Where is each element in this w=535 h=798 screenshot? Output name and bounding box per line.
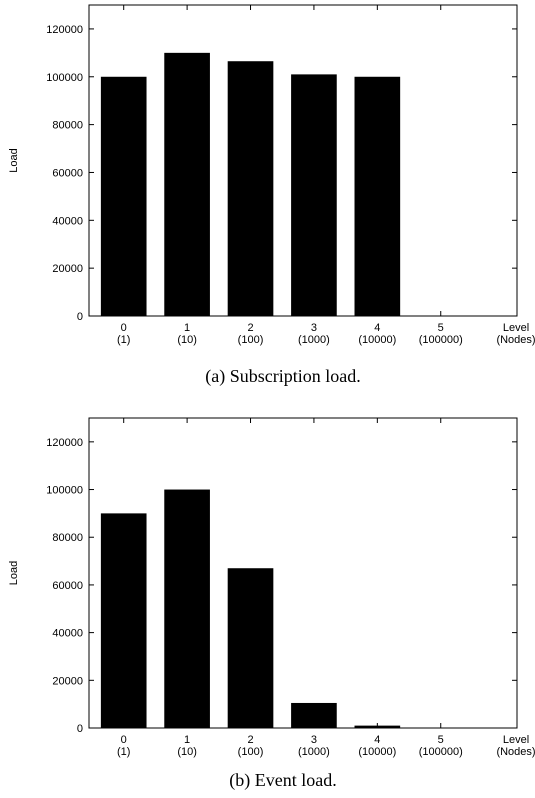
y-tick-label: 60000 bbox=[52, 580, 83, 592]
figure-caption: (b) Event load. bbox=[229, 770, 336, 791]
bar-level-1 bbox=[164, 489, 210, 728]
x-tick-label: 3 bbox=[311, 734, 317, 746]
x-tick-sublabel: (1) bbox=[117, 746, 130, 758]
figure-caption: (a) Subscription load. bbox=[205, 366, 360, 387]
subscription-load-chart: 0200004000060000800001000001200000(1)1(1… bbox=[8, 4, 535, 387]
x-tick-label: 1 bbox=[184, 734, 190, 746]
y-axis-title: Load bbox=[8, 148, 20, 172]
x-tick-sublabel: (1000) bbox=[298, 746, 330, 758]
y-tick-label: 80000 bbox=[52, 120, 83, 132]
y-tick-label: 0 bbox=[77, 723, 83, 735]
x-tick-label: 4 bbox=[374, 322, 380, 334]
x-axis-subtitle: (Nodes) bbox=[496, 334, 535, 346]
plot-frame bbox=[88, 4, 518, 317]
event-load-chart: 0200004000060000800001000001200000(1)1(1… bbox=[8, 417, 535, 791]
y-tick-label: 0 bbox=[77, 311, 83, 323]
x-tick-label: 0 bbox=[121, 322, 127, 334]
x-tick-label: 1 bbox=[184, 322, 190, 334]
x-tick-label: 3 bbox=[311, 322, 317, 334]
bar-level-1 bbox=[164, 52, 210, 316]
x-tick-sublabel: (10) bbox=[177, 746, 197, 758]
x-tick-sublabel: (10) bbox=[177, 334, 197, 346]
y-tick-label: 100000 bbox=[46, 485, 83, 497]
x-axis-title: Level bbox=[503, 734, 529, 746]
bar-level-2 bbox=[227, 568, 274, 728]
x-tick-label: 5 bbox=[438, 322, 444, 334]
x-tick-sublabel: (10000) bbox=[358, 334, 396, 346]
x-tick-label: 2 bbox=[247, 734, 253, 746]
bar-level-3 bbox=[291, 74, 337, 316]
y-tick-label: 20000 bbox=[52, 675, 83, 687]
x-tick-label: 4 bbox=[374, 734, 380, 746]
y-tick-label: 60000 bbox=[52, 167, 83, 179]
plot-frame bbox=[88, 417, 518, 729]
x-tick-sublabel: (1) bbox=[117, 334, 130, 346]
bar-level-2 bbox=[227, 61, 274, 316]
x-axis-title: Level bbox=[503, 322, 529, 334]
x-tick-sublabel: (100000) bbox=[419, 746, 463, 758]
x-tick-sublabel: (100) bbox=[238, 746, 264, 758]
x-axis-subtitle: (Nodes) bbox=[496, 746, 535, 758]
x-tick-sublabel: (10000) bbox=[358, 746, 396, 758]
y-tick-label: 120000 bbox=[46, 24, 83, 36]
y-tick-label: 40000 bbox=[52, 215, 83, 227]
x-tick-label: 2 bbox=[247, 322, 253, 334]
bar-level-4 bbox=[354, 76, 401, 317]
x-tick-sublabel: (100000) bbox=[419, 334, 463, 346]
y-tick-label: 120000 bbox=[46, 437, 83, 449]
y-tick-label: 100000 bbox=[46, 72, 83, 84]
x-tick-sublabel: (1000) bbox=[298, 334, 330, 346]
x-tick-sublabel: (100) bbox=[238, 334, 264, 346]
y-tick-label: 40000 bbox=[52, 628, 83, 640]
bar-level-0 bbox=[100, 76, 147, 317]
y-axis-title: Load bbox=[8, 561, 20, 585]
x-tick-label: 5 bbox=[438, 734, 444, 746]
y-tick-label: 20000 bbox=[52, 263, 83, 275]
bar-level-0 bbox=[100, 513, 147, 728]
x-tick-label: 0 bbox=[121, 734, 127, 746]
y-tick-label: 80000 bbox=[52, 532, 83, 544]
